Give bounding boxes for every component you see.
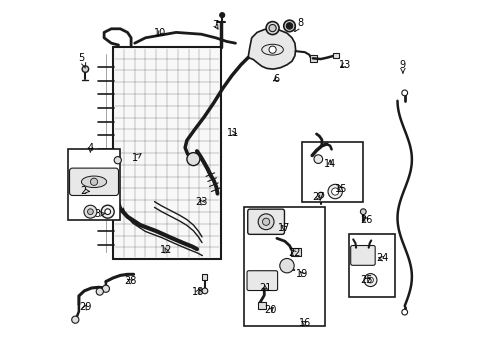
Text: 20: 20 (264, 305, 276, 315)
Text: 12: 12 (160, 245, 172, 255)
Circle shape (258, 214, 273, 230)
Circle shape (72, 316, 79, 323)
Circle shape (331, 188, 338, 195)
Text: 16: 16 (298, 318, 310, 328)
Circle shape (96, 288, 103, 295)
Circle shape (102, 285, 109, 292)
Bar (113, 47, 221, 259)
Circle shape (114, 157, 121, 164)
Text: 29: 29 (79, 302, 91, 312)
Circle shape (265, 22, 279, 35)
Circle shape (219, 13, 224, 18)
Text: 11: 11 (226, 128, 239, 138)
Text: 4: 4 (87, 143, 93, 153)
Text: 25: 25 (360, 275, 372, 285)
FancyBboxPatch shape (69, 168, 118, 195)
Circle shape (367, 277, 373, 283)
Text: 26: 26 (359, 215, 371, 225)
Circle shape (268, 46, 276, 53)
Circle shape (283, 20, 295, 32)
Circle shape (327, 184, 342, 199)
Circle shape (104, 209, 110, 215)
Bar (68, 149, 120, 220)
Text: 17: 17 (277, 222, 290, 233)
Ellipse shape (261, 44, 283, 55)
Text: 24: 24 (375, 253, 387, 264)
Bar (290, 248, 300, 256)
Bar (258, 302, 265, 309)
Ellipse shape (81, 176, 106, 188)
Circle shape (101, 205, 114, 218)
Circle shape (84, 205, 97, 218)
Bar (348, 234, 394, 297)
Circle shape (202, 288, 207, 294)
Text: 15: 15 (334, 184, 346, 194)
Circle shape (186, 153, 200, 166)
Circle shape (90, 178, 98, 185)
Bar (111, 154, 119, 166)
Text: 22: 22 (287, 248, 300, 258)
Text: 5: 5 (79, 53, 85, 68)
Circle shape (82, 66, 88, 72)
Circle shape (262, 218, 269, 225)
Circle shape (360, 209, 366, 215)
Bar (332, 53, 339, 58)
Bar (202, 274, 207, 280)
Text: 23: 23 (195, 197, 207, 207)
Text: 18: 18 (192, 287, 204, 297)
Text: 21: 21 (259, 283, 271, 293)
Text: 19: 19 (295, 269, 307, 279)
Circle shape (285, 23, 292, 29)
FancyBboxPatch shape (246, 271, 277, 291)
Text: 13: 13 (338, 60, 350, 70)
Text: 8: 8 (294, 18, 303, 32)
Bar (309, 55, 317, 62)
Circle shape (363, 274, 376, 287)
Circle shape (313, 155, 322, 163)
Text: 9: 9 (399, 60, 405, 73)
Circle shape (401, 309, 407, 315)
Text: 28: 28 (123, 276, 136, 286)
Circle shape (279, 258, 294, 273)
Polygon shape (247, 29, 295, 69)
Text: 7: 7 (212, 20, 218, 30)
Circle shape (268, 24, 276, 32)
Text: 14: 14 (324, 159, 336, 169)
Bar (244, 207, 325, 326)
Bar (302, 142, 362, 202)
Text: 6: 6 (273, 74, 279, 84)
FancyBboxPatch shape (247, 209, 284, 234)
Text: 27: 27 (311, 192, 324, 202)
Text: 10: 10 (153, 28, 166, 38)
Text: 1: 1 (131, 153, 141, 163)
Circle shape (317, 192, 323, 198)
Text: 3: 3 (94, 209, 105, 219)
Circle shape (401, 90, 407, 96)
Text: 2: 2 (80, 186, 89, 196)
FancyBboxPatch shape (350, 246, 374, 265)
Circle shape (87, 209, 93, 215)
